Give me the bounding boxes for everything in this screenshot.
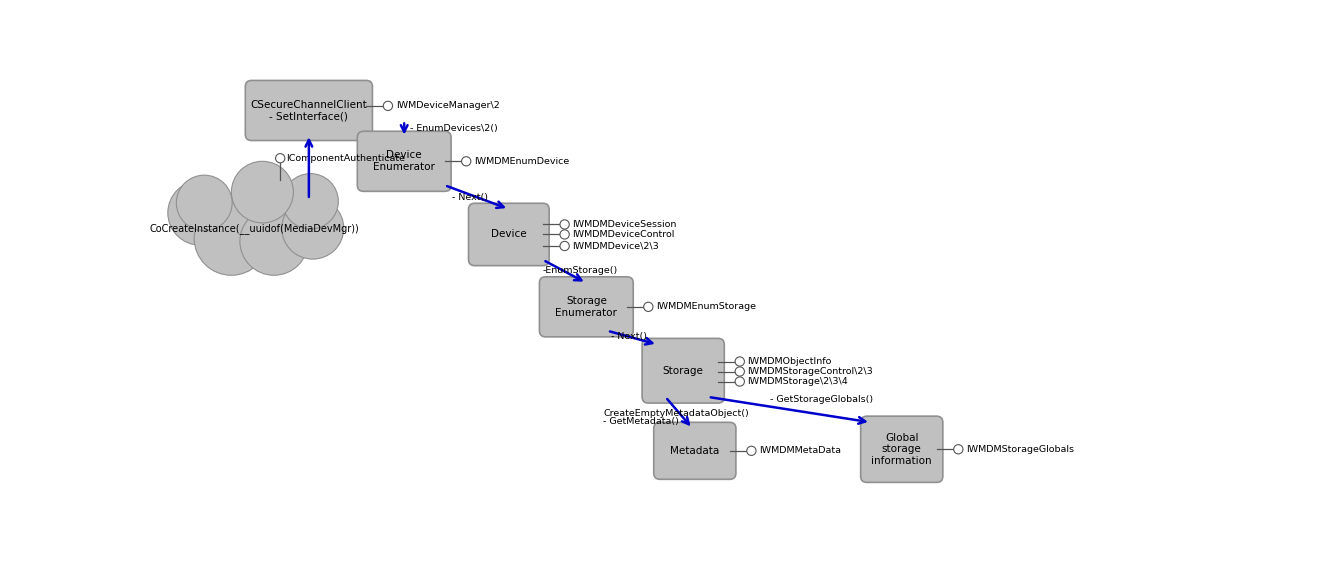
Circle shape [560, 230, 569, 239]
Circle shape [282, 174, 339, 229]
Text: -EnumStorage(): -EnumStorage() [543, 266, 618, 275]
Circle shape [735, 377, 744, 386]
Text: Storage
Enumerator: Storage Enumerator [555, 296, 617, 318]
FancyBboxPatch shape [469, 203, 549, 266]
Text: IWMDMDevice\2\3: IWMDMDevice\2\3 [572, 241, 659, 251]
Circle shape [383, 101, 393, 110]
Text: Metadata: Metadata [670, 446, 719, 456]
Text: Global
storage
information: Global storage information [871, 433, 932, 466]
Text: Device
Enumerator: Device Enumerator [373, 150, 436, 172]
FancyBboxPatch shape [357, 131, 451, 191]
Text: IWMDMObjectInfo: IWMDMObjectInfo [748, 357, 831, 366]
Text: CreateEmptyMetadataObject(): CreateEmptyMetadataObject() [604, 409, 749, 417]
Text: IWMDMMetaData: IWMDMMetaData [759, 446, 841, 456]
Text: Storage: Storage [663, 366, 703, 376]
Text: IWMDeviceManager\2: IWMDeviceManager\2 [396, 102, 499, 110]
Circle shape [195, 201, 269, 275]
Text: IWMDMDeviceSession: IWMDMDeviceSession [572, 220, 677, 229]
Text: IWMDMDeviceControl: IWMDMDeviceControl [572, 230, 675, 239]
Circle shape [168, 181, 233, 245]
Text: IWMDMEnumStorage: IWMDMEnumStorage [657, 302, 756, 311]
Circle shape [953, 445, 963, 454]
Circle shape [560, 241, 569, 251]
Circle shape [735, 357, 744, 366]
FancyBboxPatch shape [642, 338, 724, 403]
Text: Device: Device [491, 230, 527, 239]
Text: IWMDMStorageControl\2\3: IWMDMStorageControl\2\3 [748, 367, 874, 376]
Text: - Next(): - Next() [453, 193, 489, 202]
Text: CSecureChannelClient
- SetInterface(): CSecureChannelClient - SetInterface() [250, 100, 367, 122]
Circle shape [560, 220, 569, 229]
Text: - Next(): - Next() [612, 332, 647, 342]
Circle shape [282, 197, 344, 259]
Text: - GetStorageGlobals(): - GetStorageGlobals() [771, 394, 873, 404]
Circle shape [643, 302, 653, 312]
Text: IWMDMEnumDevice: IWMDMEnumDevice [474, 157, 569, 166]
FancyBboxPatch shape [539, 277, 633, 337]
Text: IComponentAuthenticate: IComponentAuthenticate [286, 154, 405, 163]
Text: - GetMetadata(): - GetMetadata() [604, 417, 679, 426]
Circle shape [747, 446, 756, 456]
Text: CoCreateInstance(__uuidof(MediaDevMgr)): CoCreateInstance(__uuidof(MediaDevMgr)) [150, 223, 360, 234]
FancyBboxPatch shape [245, 80, 372, 140]
Text: IWMDMStorageGlobals: IWMDMStorageGlobals [967, 445, 1074, 454]
Circle shape [176, 175, 232, 231]
Circle shape [462, 157, 471, 166]
Text: IWMDMStorage\2\3\4: IWMDMStorage\2\3\4 [748, 377, 849, 386]
Text: - EnumDevices\2(): - EnumDevices\2() [409, 124, 498, 133]
FancyBboxPatch shape [861, 416, 943, 483]
Circle shape [240, 207, 308, 275]
Circle shape [232, 161, 294, 223]
Circle shape [275, 154, 285, 163]
Circle shape [735, 367, 744, 376]
FancyBboxPatch shape [654, 422, 736, 480]
